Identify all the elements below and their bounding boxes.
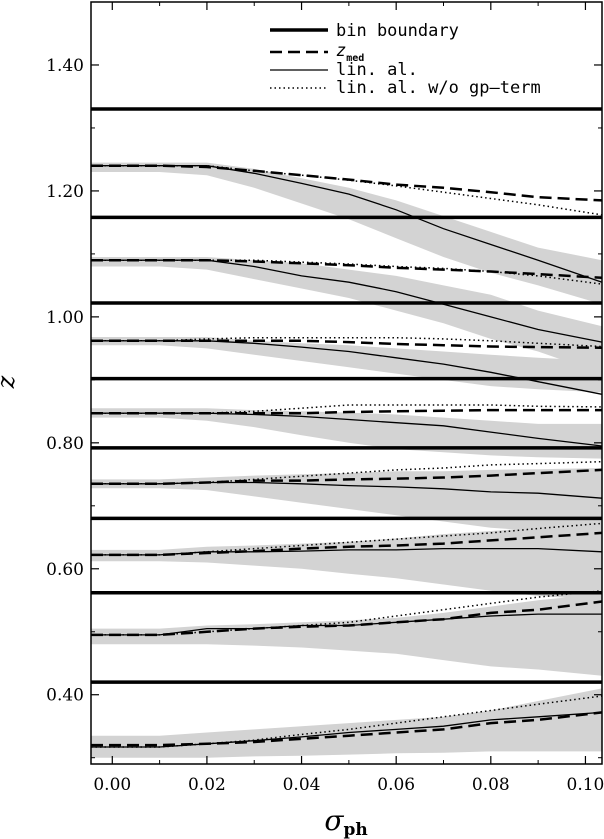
legend-label-lin-al: lin. al. <box>336 60 418 80</box>
x-axis-label: σph <box>324 804 367 839</box>
line-linal-0 <box>91 711 603 748</box>
scatter-band-6 <box>91 257 602 374</box>
x-tick-label-5: 0.10 <box>567 775 604 795</box>
scatter-band-3 <box>91 468 602 531</box>
y-tick-label-4: 1.20 <box>46 182 84 202</box>
scatter-band-2 <box>91 523 602 601</box>
bin-boundaries <box>91 107 602 684</box>
y-tick-label-5: 1.40 <box>46 56 84 76</box>
legend-background <box>262 10 596 104</box>
plot-frame <box>90 1 603 765</box>
x-axis-label-sub: ph <box>343 820 367 839</box>
x-tick-label-4: 0.08 <box>472 775 510 795</box>
y-tick-label-1: 0.60 <box>46 560 84 580</box>
scatter-band-4 <box>91 408 602 459</box>
legend-label-no-gp: lin. al. w/o gp–term <box>336 78 541 98</box>
line-zmed-7 <box>91 164 603 202</box>
legend-label-zmed-sub: med <box>346 53 364 64</box>
line-linal-4 <box>91 412 603 447</box>
y-axis-label: z <box>0 375 20 389</box>
series-lines <box>91 164 603 748</box>
line-linal-5 <box>91 340 603 395</box>
y-tick-label-3: 1.00 <box>46 308 84 328</box>
scatter-bands <box>91 162 602 758</box>
line-linal-3 <box>91 481 603 499</box>
scatter-band-0 <box>91 688 602 758</box>
line-linal-7 <box>91 165 603 283</box>
x-tick-label-3: 0.06 <box>377 775 415 795</box>
x-tick-label-0: 0.00 <box>93 775 131 795</box>
legend-label-zmed-main: z <box>336 41 346 61</box>
legend-label-zmed: zmed <box>336 41 364 64</box>
line-linal-2 <box>91 547 603 556</box>
legend-label-bin-boundary: bin boundary <box>336 21 459 41</box>
legend: bin boundary zmed lin. al. lin. al. w/o … <box>262 10 596 104</box>
line-linal-6 <box>91 259 603 343</box>
line-linal-1 <box>91 613 602 636</box>
y-tick-label-2: 0.80 <box>46 434 84 454</box>
axis-ticks: 0.00 0.02 0.04 0.06 0.08 0.10 0.40 0.60 0.80 1.00… <box>46 2 604 795</box>
y-tick-label-0: 0.40 <box>46 686 84 706</box>
x-axis-label-main: σ <box>324 804 344 837</box>
x-tick-label-1: 0.02 <box>188 775 226 795</box>
scatter-band-7 <box>91 162 602 305</box>
line-nogp-5 <box>91 336 603 348</box>
x-tick-label-2: 0.04 <box>283 775 321 795</box>
line-zmed-2 <box>91 531 603 557</box>
